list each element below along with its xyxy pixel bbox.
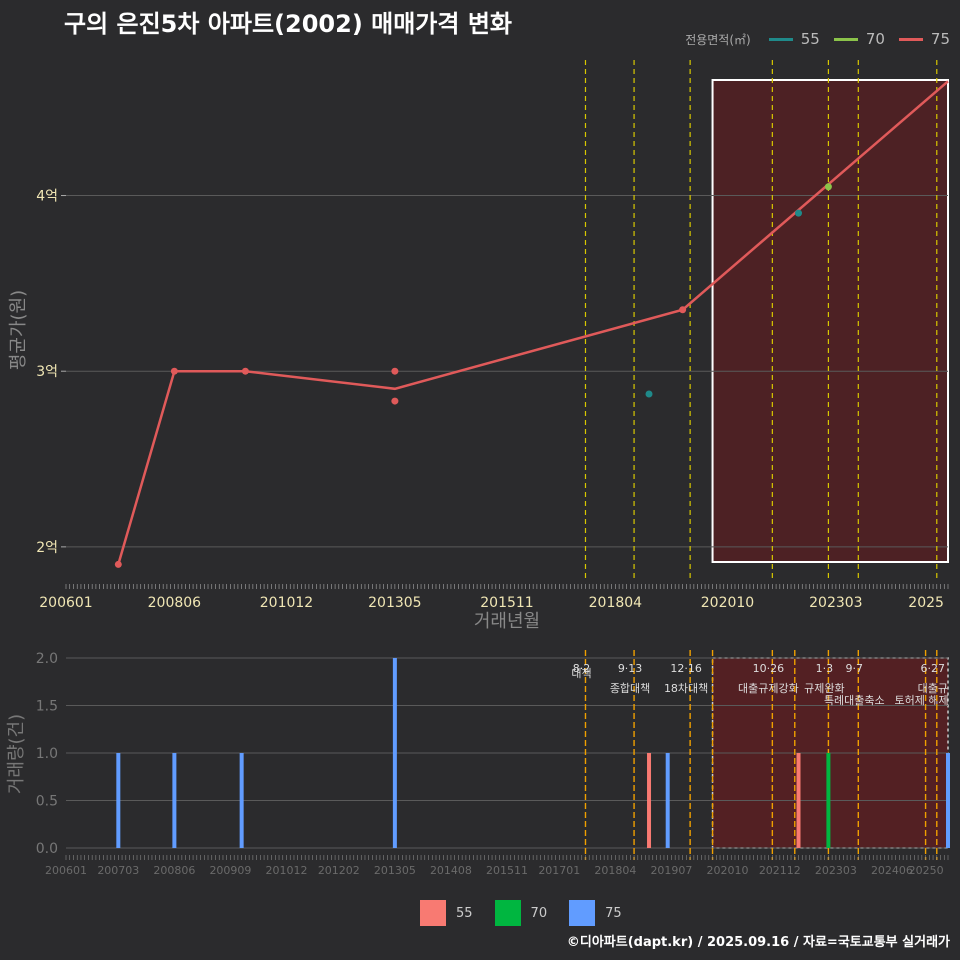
volume-legend-swatch-70 <box>494 900 521 926</box>
policy-date-label: 9·13 <box>618 662 643 675</box>
volume-x-tick-label: 201408 <box>430 864 472 877</box>
price-point-75 <box>679 306 687 314</box>
price-x-tick-label: 200601 <box>39 595 92 611</box>
volume-x-tick-label: 20250 <box>909 864 944 877</box>
volume-legend-item-55[interactable]: 55 <box>420 900 473 926</box>
policy-name-label: 대출규 <box>918 682 948 695</box>
price-point-75 <box>391 397 399 405</box>
volume-x-tick-label: 202303 <box>815 864 857 877</box>
price-x-tick-label: 201804 <box>589 595 643 611</box>
legend-label-55: 55 <box>800 30 820 48</box>
volume-legend-label-55: 55 <box>456 905 473 921</box>
legend-swatch-55 <box>768 37 793 41</box>
volume-bar-75 <box>172 753 177 848</box>
highlight-period-box <box>711 79 949 563</box>
area-legend: 전용면적(㎡) 55 70 75 <box>685 30 950 48</box>
volume-legend: 55 70 75 <box>420 900 632 926</box>
price-point-75 <box>114 560 122 568</box>
volume-x-tick-label: 200703 <box>97 864 139 877</box>
policy-name-label: 규제완화 <box>804 682 844 695</box>
legend-label-70: 70 <box>865 30 885 48</box>
volume-bar-75 <box>239 753 244 848</box>
volume-x-tick-label: 201305 <box>374 864 416 877</box>
price-x-tick-label: 201012 <box>260 595 313 611</box>
volume-x-tick-label: 200601 <box>45 864 87 877</box>
volume-y-tick-label: 0.0 <box>36 841 58 857</box>
policy-date-label: 8·2 <box>573 662 591 675</box>
volume-bar-75 <box>392 658 397 848</box>
volume-bar-70 <box>826 753 831 848</box>
price-point-55 <box>795 209 803 217</box>
price-x-axis-title: 거래년월 <box>474 611 540 632</box>
policy-date-label: 1·3 <box>816 662 834 675</box>
price-y-tick-label: 4억 <box>36 189 58 205</box>
volume-x-tick-label: 200909 <box>209 864 251 877</box>
policy-name-label: 18차대책 <box>664 682 708 695</box>
legend-title: 전용면적(㎡) <box>685 32 751 47</box>
policy-date-label: 10·26 <box>753 662 785 675</box>
volume-bar-75 <box>665 753 670 848</box>
volume-x-tick-label: 200806 <box>153 864 195 877</box>
volume-x-tick-label: 202406 <box>871 864 913 877</box>
volume-bar-75 <box>116 753 121 848</box>
volume-x-tick-label: 202112 <box>759 864 801 877</box>
volume-x-tick-label: 202010 <box>707 864 749 877</box>
policy-name-label: 대책 <box>571 667 591 680</box>
price-x-tick-label: 200806 <box>148 595 202 611</box>
legend-item-75[interactable]: 75 <box>898 30 950 48</box>
volume-y-tick-label: 1.0 <box>36 746 58 762</box>
price-line-75 <box>117 80 949 565</box>
policy-name-label: 종합대책 <box>610 682 650 695</box>
volume-y-tick-label: 2.0 <box>36 651 58 667</box>
volume-x-tick-label: 201701 <box>538 864 580 877</box>
policy-name-label: 특례대출축소 <box>824 694 885 707</box>
policy-name-label: 대출규제강화 <box>738 682 799 695</box>
volume-x-tick-label: 201012 <box>266 864 308 877</box>
policy-date-label: 9·7 <box>846 662 864 675</box>
policy-date-label: 6·27 <box>921 662 946 675</box>
volume-legend-label-75: 75 <box>605 905 622 921</box>
volume-bar-75 <box>946 753 950 848</box>
legend-label-75: 75 <box>930 30 950 48</box>
price-point-70 <box>824 183 832 191</box>
volume-x-tick-label: 201804 <box>594 864 636 877</box>
price-point-55 <box>645 390 653 398</box>
price-x-tick-label: 202010 <box>701 595 754 611</box>
volume-x-tick-label: 201907 <box>650 864 692 877</box>
volume-legend-swatch-55 <box>420 900 446 926</box>
price-x-tick-label: 2025 <box>908 595 944 611</box>
chart-title: 구의 은진5차 아파트(2002) 매매가격 변화 <box>64 10 512 38</box>
volume-y-tick-label: 1.5 <box>36 699 58 715</box>
volume-legend-label-70: 70 <box>530 905 548 921</box>
volume-legend-swatch-75 <box>569 900 596 926</box>
price-x-tick-label: 201305 <box>368 595 421 611</box>
price-y-axis-title: 평균가(원) <box>8 290 29 370</box>
volume-legend-item-75[interactable]: 75 <box>569 900 622 926</box>
volume-bar-55 <box>796 753 801 848</box>
policy-name-label: 토허제 해제 <box>895 693 949 707</box>
legend-item-70[interactable]: 70 <box>833 30 885 48</box>
source-footer: ©디아파트(dapt.kr) / 2025.09.16 / 자료=국토교통부 실… <box>566 935 950 950</box>
volume-y-axis-title: 거래량(건) <box>6 714 27 794</box>
volume-x-tick-label: 201511 <box>486 864 528 877</box>
price-x-tick-label: 202303 <box>809 595 862 611</box>
volume-y-tick-label: 0.5 <box>36 794 58 810</box>
price-y-tick-label: 2억 <box>36 540 58 556</box>
volume-bar-55 <box>647 753 652 848</box>
price-x-tick-label: 201511 <box>480 595 533 611</box>
price-point-75 <box>241 367 249 375</box>
price-y-tick-label: 3억 <box>36 364 58 380</box>
volume-legend-item-70[interactable]: 70 <box>494 900 548 926</box>
policy-date-label: 12·16 <box>670 662 702 675</box>
legend-swatch-75 <box>898 37 923 41</box>
price-point-75 <box>391 367 399 375</box>
volume-x-tick-label: 201202 <box>318 864 360 877</box>
legend-swatch-70 <box>833 37 858 41</box>
legend-item-55[interactable]: 55 <box>768 30 820 48</box>
price-point-75 <box>170 367 178 375</box>
